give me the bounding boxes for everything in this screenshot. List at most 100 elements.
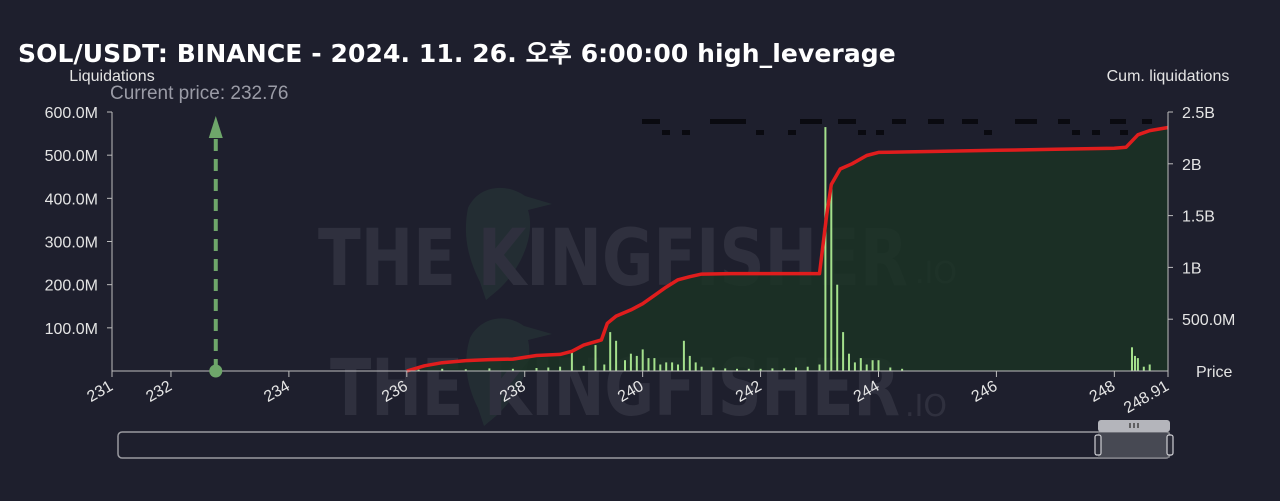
right-tick-label: 2B <box>1182 157 1202 174</box>
liquidation-bar <box>570 351 573 371</box>
x-axis-label: Price <box>1196 364 1233 381</box>
liquidation-bar <box>665 362 668 371</box>
liquidation-bar <box>647 358 650 371</box>
liquidation-bar <box>441 368 444 371</box>
liquidation-bar <box>559 366 562 371</box>
liquidation-bar <box>889 367 892 371</box>
liquidation-bar <box>901 368 904 371</box>
liquidation-bar <box>853 362 856 371</box>
top-marker-dash <box>858 130 866 135</box>
liquidation-bar <box>677 364 679 371</box>
x-tick-label: 246 <box>969 378 1001 406</box>
liquidation-bar <box>747 368 750 371</box>
liquidation-bar <box>464 369 467 371</box>
top-marker-dash <box>1120 130 1128 135</box>
left-axis-ticks: 100.0M 200.0M 300.0M 400.0M 500.0M 600.0M <box>45 105 112 338</box>
liquidation-bar <box>842 332 845 371</box>
top-marker-dash <box>892 119 906 124</box>
liquidation-bar <box>535 368 538 371</box>
liquidation-bars <box>417 127 1151 371</box>
top-marker-dash <box>984 130 992 135</box>
top-marker-dash <box>662 130 670 135</box>
top-marker-dash <box>928 119 944 124</box>
liquidation-bar <box>1134 355 1136 371</box>
chart-title: SOL/USDT: BINANCE - 2024. 11. 26. 오후 6:0… <box>18 39 896 68</box>
grip-lines-icon <box>1129 423 1139 428</box>
x-tick-label: 231 <box>84 378 116 406</box>
top-marker-dash <box>788 130 796 135</box>
x-tick-label: 248 <box>1087 378 1119 406</box>
x-tick-label: 248.91 <box>1121 378 1172 417</box>
right-tick-label: 1.5B <box>1182 209 1215 226</box>
right-tick-label: 2.5B <box>1182 105 1215 122</box>
top-marker-dash <box>1092 130 1100 135</box>
range-slider-window[interactable] <box>1098 432 1170 458</box>
liquidation-bar <box>783 368 786 371</box>
left-tick-label: 400.0M <box>45 191 98 208</box>
liquidation-bar <box>848 353 850 371</box>
liquidation-bar <box>659 364 662 371</box>
right-axis-ticks: 500.0M 1B 1.5B 2B 2.5B <box>1168 105 1235 329</box>
liquidation-bar <box>511 368 514 371</box>
liquidation-bar <box>671 362 674 371</box>
liquidation-bar <box>1142 366 1145 371</box>
range-slider-right-handle[interactable] <box>1166 434 1174 456</box>
liquidation-bar <box>1148 364 1151 371</box>
left-tick-label: 200.0M <box>45 278 98 295</box>
liquidation-bar <box>877 360 880 371</box>
liquidation-bar <box>1136 358 1139 371</box>
top-marker-dash <box>1072 130 1080 135</box>
liquidation-bar <box>688 355 691 371</box>
liquidation-bar <box>712 367 715 371</box>
liquidation-bar <box>547 367 550 371</box>
liquidation-bar <box>824 127 827 371</box>
top-marker-dash <box>1142 119 1152 124</box>
left-tick-label: 300.0M <box>45 235 98 252</box>
right-tick-label: 500.0M <box>1182 312 1235 329</box>
liquidation-bar <box>603 364 606 371</box>
watermark-suffix-2: .IO <box>905 389 947 424</box>
left-tick-label: 600.0M <box>45 105 98 122</box>
liquidation-bar <box>1131 347 1133 371</box>
liquidation-bar <box>615 340 618 371</box>
right-axis-label: Cum. liquidations <box>1107 68 1230 85</box>
liquidation-bar <box>641 349 644 371</box>
top-markers <box>642 119 1152 135</box>
top-marker-dash <box>710 119 746 124</box>
liquidation-bar <box>624 360 626 371</box>
kingfisher-bird-icon <box>465 187 552 426</box>
range-slider-left-handle[interactable] <box>1094 434 1102 456</box>
liquidation-bar <box>609 332 612 371</box>
liquidation-bar <box>771 368 774 371</box>
cum-line-path <box>406 125 1169 373</box>
x-tick-label: 232 <box>143 378 175 406</box>
liquidation-bar <box>759 368 762 371</box>
liquidation-bar <box>736 368 738 371</box>
left-tick-label: 100.0M <box>45 321 98 338</box>
range-slider-track[interactable] <box>117 431 1171 459</box>
top-marker-dash <box>876 130 884 135</box>
left-tick-label: 500.0M <box>45 148 98 165</box>
liquidation-bar <box>417 369 420 371</box>
liquidation-bar <box>859 358 862 371</box>
top-marker-dash <box>1058 119 1070 124</box>
top-marker-dash <box>962 119 978 124</box>
cum-liquidations-line <box>406 125 1169 373</box>
liquidation-bar <box>629 353 632 371</box>
range-slider[interactable] <box>117 420 1174 459</box>
current-price-marker <box>208 116 223 378</box>
liquidation-bar <box>830 185 833 371</box>
liquidation-bar <box>724 368 727 371</box>
liquidation-bar <box>871 360 874 371</box>
liquidation-bar <box>594 345 597 371</box>
right-tick-label: 1B <box>1182 260 1202 277</box>
liquidation-bar <box>653 358 656 371</box>
liquidation-bar <box>865 364 868 371</box>
liquidation-bar <box>700 366 703 371</box>
x-tick-label: 234 <box>261 378 293 406</box>
liquidation-bar <box>806 366 809 371</box>
top-marker-dash <box>642 119 660 124</box>
liquidation-bar <box>488 368 491 371</box>
top-marker-dash <box>838 119 856 124</box>
